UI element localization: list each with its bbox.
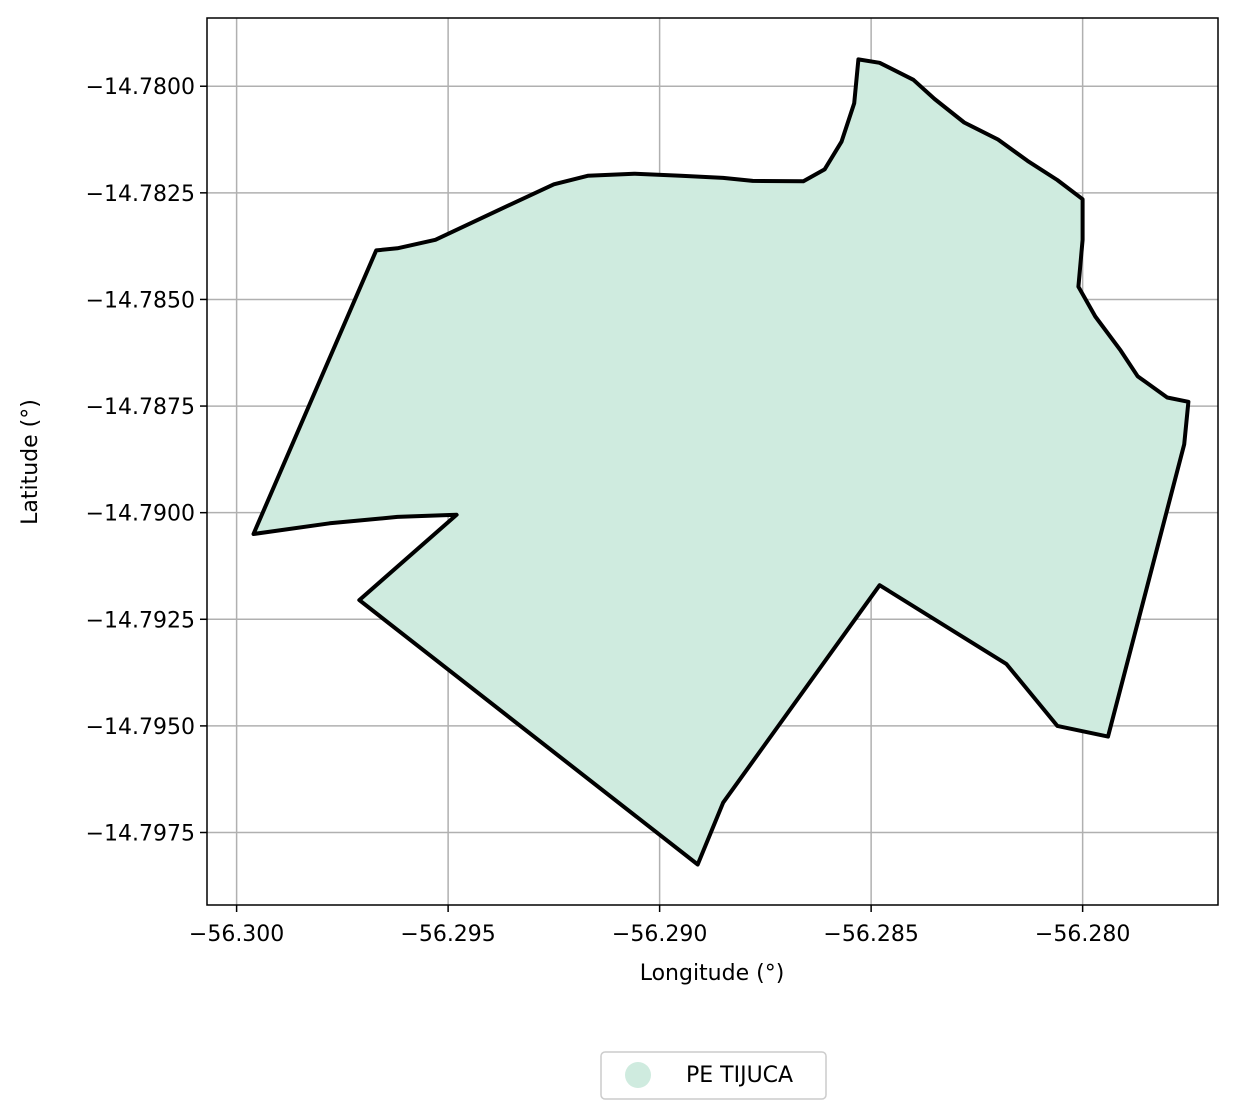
- y-tick-label: −14.7850: [86, 288, 195, 313]
- region-polygon-pe-tijuca[interactable]: [251, 57, 1191, 867]
- y-tick-label: −14.7825: [86, 182, 195, 207]
- y-axis-label: Latitude (°): [18, 399, 43, 525]
- y-tick-label: −14.7925: [86, 608, 195, 633]
- plot-area: [206, 17, 1219, 906]
- legend-label: PE TIJUCA: [686, 1063, 793, 1088]
- x-tick-label: −56.295: [400, 922, 495, 947]
- x-tick-label: −56.285: [823, 922, 918, 947]
- y-tick-label: −14.7975: [86, 822, 195, 847]
- y-tick-label: −14.7950: [86, 715, 195, 740]
- y-tick-label: −14.7875: [86, 395, 195, 420]
- legend[interactable]: PE TIJUCA: [600, 1051, 827, 1100]
- legend-box: [600, 1051, 827, 1100]
- x-axis-label: Longitude (°): [640, 961, 785, 986]
- x-tick-label: −56.290: [612, 922, 707, 947]
- x-tick-label: −56.300: [189, 922, 284, 947]
- y-tick-label: −14.7900: [86, 502, 195, 527]
- plot-frame: [206, 17, 1219, 906]
- x-axis: −56.300 −56.295 −56.290 −56.285 −56.280: [189, 905, 1130, 947]
- legend-marker-icon: [625, 1062, 651, 1088]
- x-tick-label: −56.280: [1035, 922, 1130, 947]
- y-axis: −14.7800 −14.7825 −14.7850 −14.7875 −14.7900…: [86, 75, 207, 847]
- y-tick-label: −14.7800: [86, 75, 195, 100]
